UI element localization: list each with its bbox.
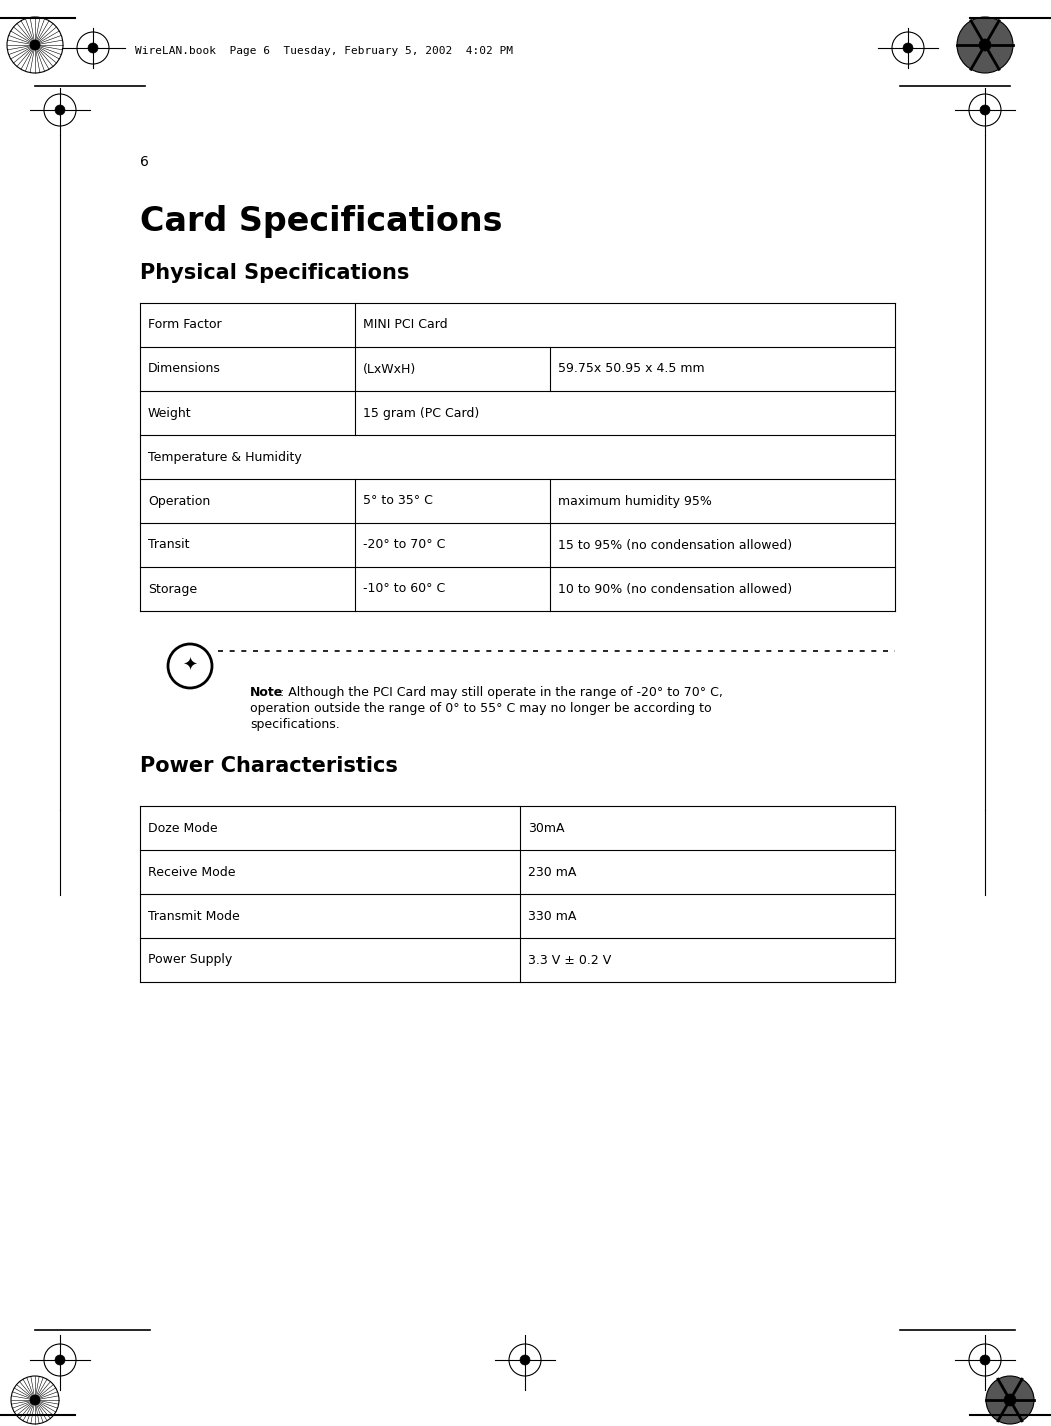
Text: 10 to 90% (no condensation allowed): 10 to 90% (no condensation allowed)	[558, 582, 792, 596]
Text: specifications.: specifications.	[250, 719, 339, 732]
Text: 5° to 35° C: 5° to 35° C	[363, 495, 433, 508]
Circle shape	[55, 106, 65, 116]
Text: maximum humidity 95%: maximum humidity 95%	[558, 495, 712, 508]
Text: Power Characteristics: Power Characteristics	[140, 756, 398, 776]
Circle shape	[1004, 1395, 1016, 1406]
Circle shape	[30, 40, 40, 50]
Text: operation outside the range of 0° to 55° C may no longer be according to: operation outside the range of 0° to 55°…	[250, 702, 712, 714]
Circle shape	[903, 43, 913, 53]
Text: Power Supply: Power Supply	[148, 954, 232, 967]
Circle shape	[88, 43, 98, 53]
Text: Doze Mode: Doze Mode	[148, 821, 218, 834]
Text: Physical Specifications: Physical Specifications	[140, 262, 410, 282]
Text: ✦: ✦	[183, 657, 198, 674]
Text: : Although the PCI Card may still operate in the range of -20° to 70° C,: : Although the PCI Card may still operat…	[280, 686, 723, 699]
Text: 59.75x 50.95 x 4.5 mm: 59.75x 50.95 x 4.5 mm	[558, 362, 704, 375]
Text: 30mA: 30mA	[528, 821, 564, 834]
Text: (LxWxH): (LxWxH)	[363, 362, 416, 375]
Text: 15 to 95% (no condensation allowed): 15 to 95% (no condensation allowed)	[558, 539, 792, 552]
Text: Form Factor: Form Factor	[148, 318, 222, 331]
Text: Storage: Storage	[148, 582, 198, 596]
Text: Receive Mode: Receive Mode	[148, 866, 235, 878]
Text: 6: 6	[140, 155, 149, 170]
Text: WireLAN.book  Page 6  Tuesday, February 5, 2002  4:02 PM: WireLAN.book Page 6 Tuesday, February 5,…	[135, 46, 513, 56]
Text: Transit: Transit	[148, 539, 189, 552]
Circle shape	[986, 1376, 1034, 1425]
Text: Temperature & Humidity: Temperature & Humidity	[148, 451, 302, 463]
Text: -10° to 60° C: -10° to 60° C	[363, 582, 446, 596]
Text: MINI PCI Card: MINI PCI Card	[363, 318, 448, 331]
Text: Dimensions: Dimensions	[148, 362, 221, 375]
Text: Transmit Mode: Transmit Mode	[148, 910, 240, 923]
Text: 15 gram (PC Card): 15 gram (PC Card)	[363, 406, 479, 419]
Text: Note: Note	[250, 686, 284, 699]
Circle shape	[55, 1355, 65, 1365]
Circle shape	[30, 1395, 40, 1405]
Text: Operation: Operation	[148, 495, 210, 508]
Text: Card Specifications: Card Specifications	[140, 205, 502, 238]
Text: 330 mA: 330 mA	[528, 910, 576, 923]
Circle shape	[978, 39, 991, 51]
Text: -20° to 70° C: -20° to 70° C	[363, 539, 446, 552]
Text: Weight: Weight	[148, 406, 191, 419]
Circle shape	[520, 1355, 530, 1365]
Circle shape	[980, 1355, 990, 1365]
Text: 230 mA: 230 mA	[528, 866, 576, 878]
Circle shape	[957, 17, 1013, 73]
Text: 3.3 V ± 0.2 V: 3.3 V ± 0.2 V	[528, 954, 612, 967]
Circle shape	[980, 106, 990, 116]
